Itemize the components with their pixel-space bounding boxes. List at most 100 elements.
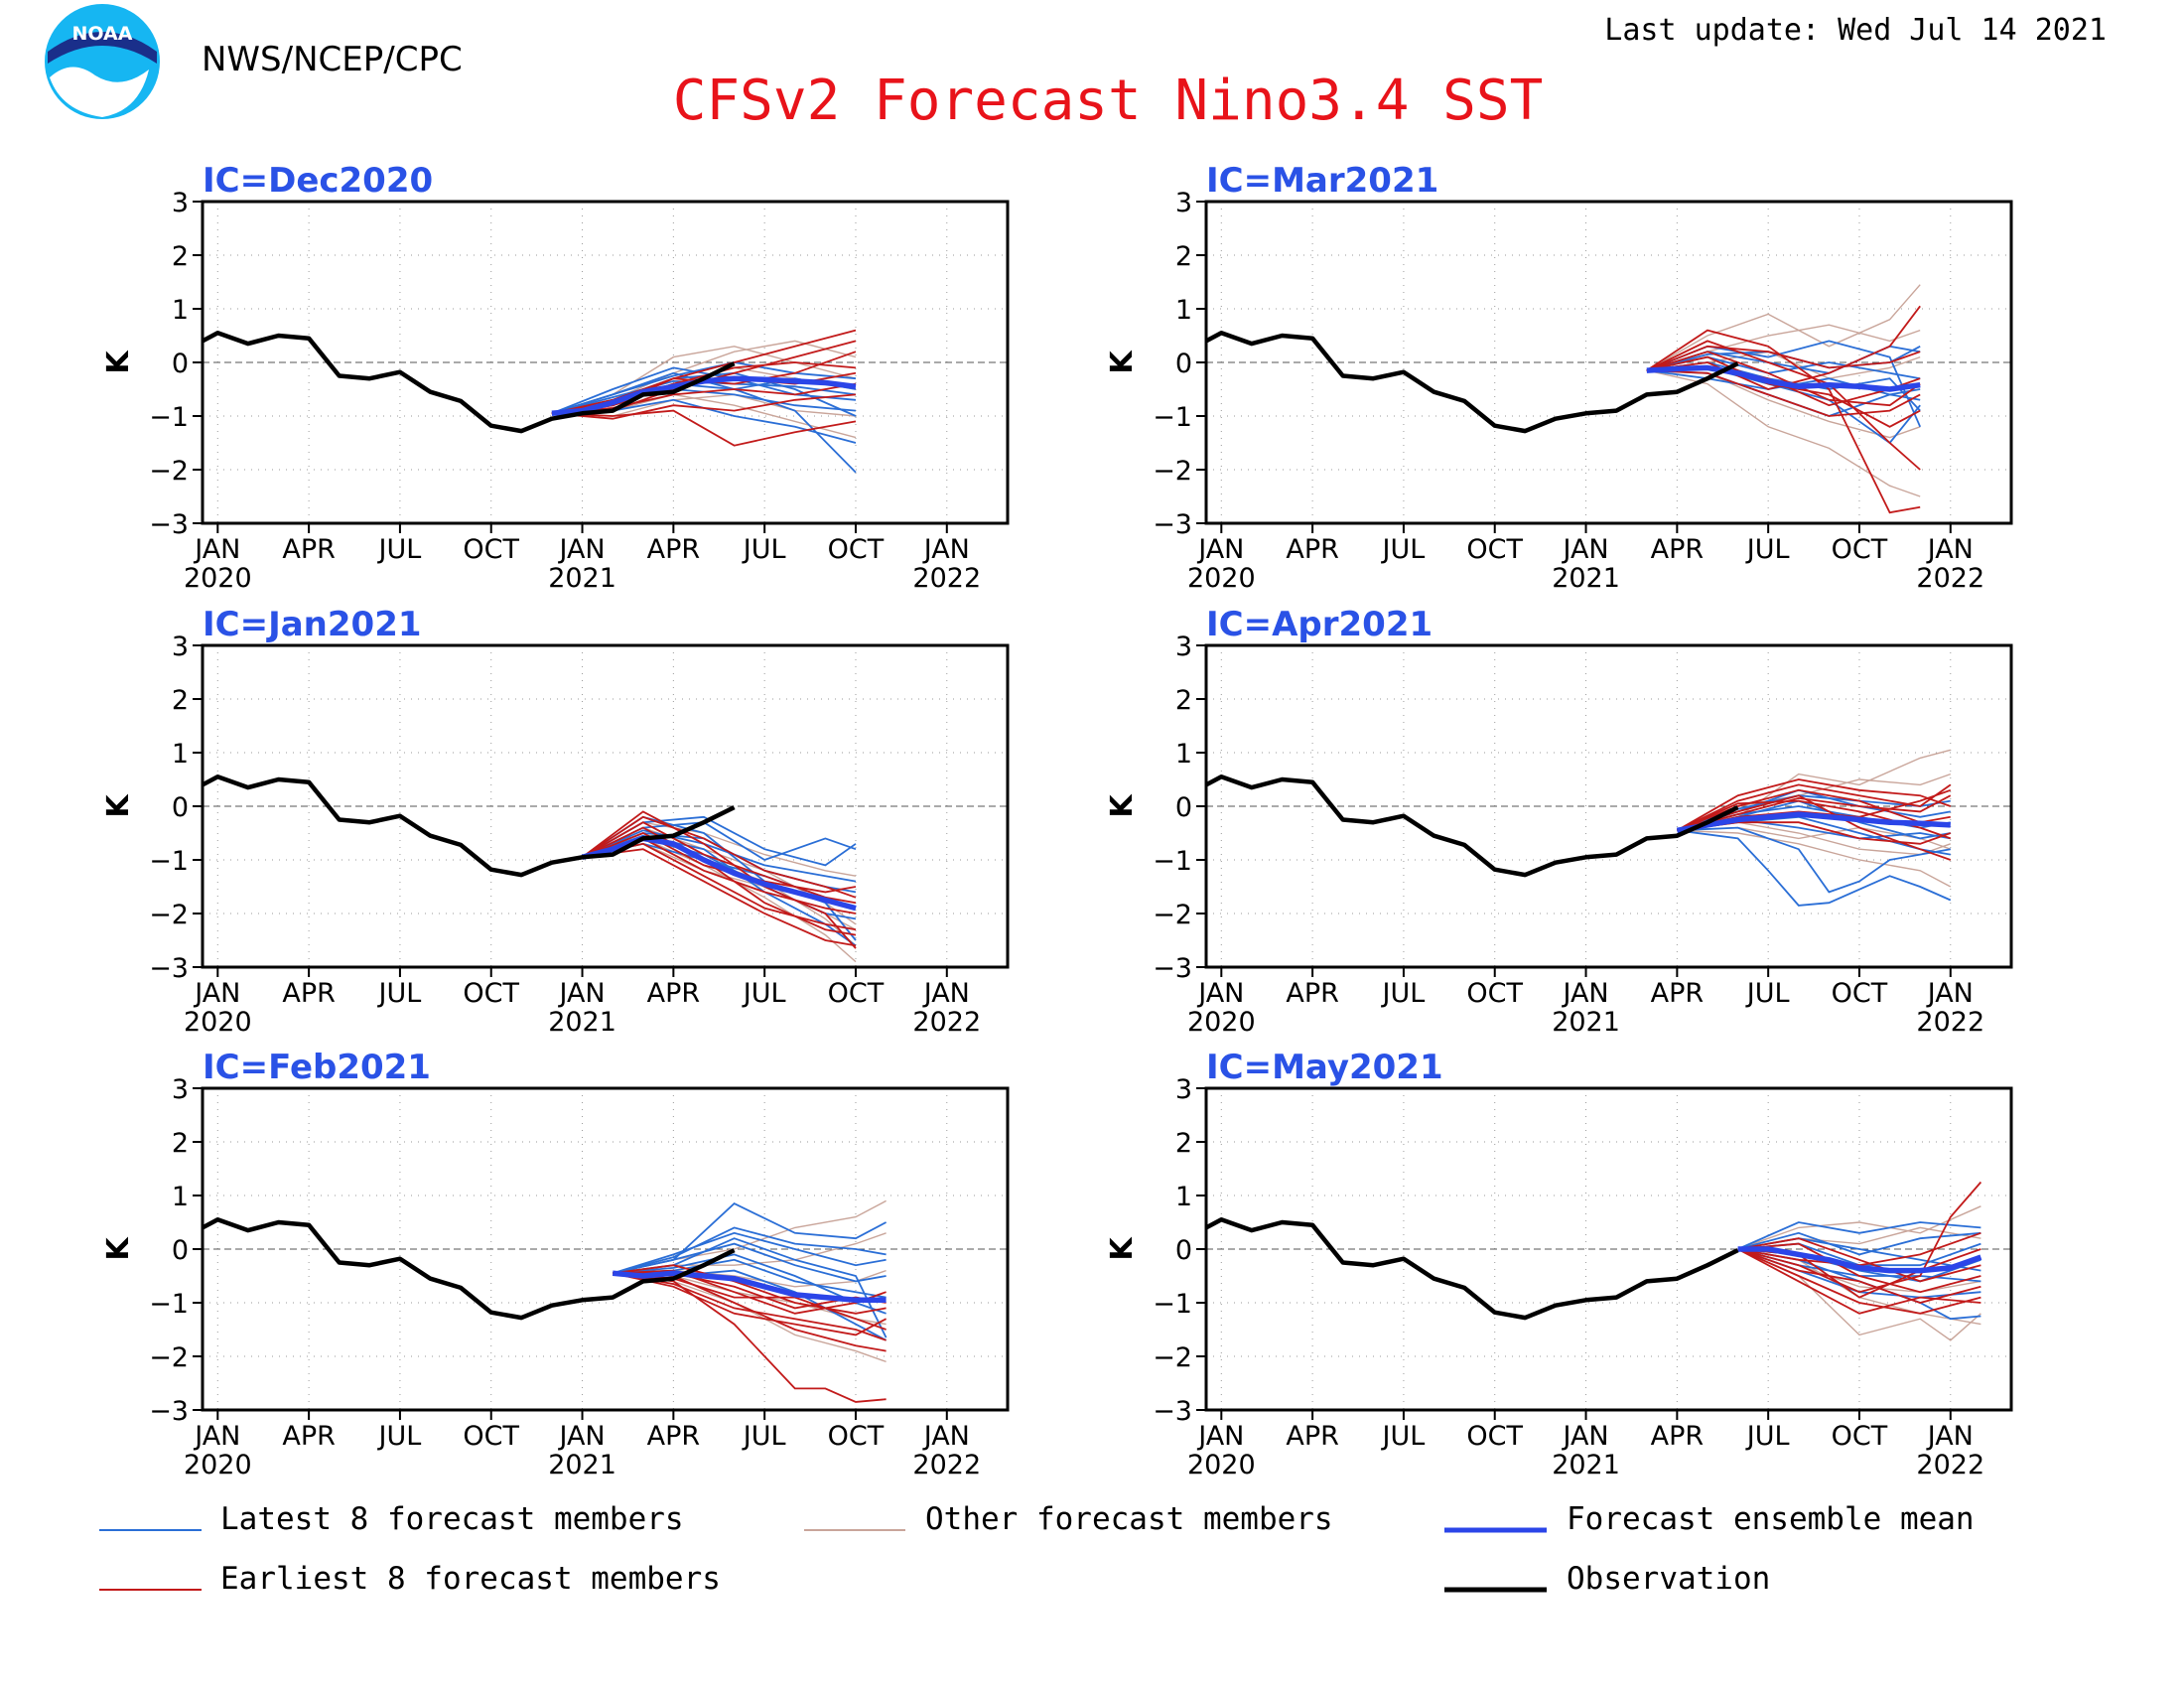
y-tick-label: −1 (149, 846, 189, 877)
x-tick-year-label: 2021 (1552, 1450, 1620, 1480)
observation-line (203, 774, 736, 878)
x-tick-label: JUL (377, 534, 422, 565)
earliest-member-line-5 (1676, 778, 1952, 832)
x-tick-label: OCT (1832, 978, 1888, 1009)
x-tick-year-label: 2021 (1552, 1007, 1620, 1038)
y-tick-label: 1 (172, 1182, 189, 1212)
plot-area (203, 774, 857, 963)
x-tick-label: OCT (1466, 534, 1523, 565)
x-tick-label: OCT (1832, 1421, 1888, 1452)
legend-latest: Latest 8 forecast members (99, 1501, 684, 1537)
y-axis-label: K (1105, 793, 1140, 818)
y-tick-label: 2 (1175, 685, 1192, 716)
x-tick-label: APR (1651, 978, 1705, 1009)
earliest-member-line-7 (1677, 799, 1952, 840)
y-axis-label: K (101, 350, 136, 374)
x-tick-label: APR (1651, 534, 1705, 565)
y-tick-label: 3 (172, 632, 189, 662)
earliest-member-line-2 (1646, 340, 1921, 471)
x-tick-label: JAN (557, 534, 605, 565)
earliest-member-line-7 (582, 842, 857, 931)
ensemble-mean-line (1737, 1246, 1982, 1274)
earliest-member-line-8 (582, 815, 857, 899)
x-tick-label: JUL (1745, 978, 1790, 1009)
observation-line (203, 331, 736, 434)
legend-other: Other forecast members (804, 1501, 1333, 1537)
x-tick-year-label: 2020 (1187, 563, 1256, 594)
x-tick-label: JUL (1745, 1421, 1790, 1452)
x-tick-label: JAN (1926, 1421, 1974, 1452)
x-tick-label: JAN (193, 534, 240, 565)
observation-line (1206, 1217, 1739, 1321)
x-tick-label: JUL (377, 978, 422, 1009)
legend-observation: Observation (1444, 1561, 1770, 1597)
y-tick-label: 3 (1175, 1074, 1192, 1105)
y-axis-label: K (101, 793, 136, 818)
legend-latest-label: Latest 8 forecast members (220, 1501, 684, 1537)
x-tick-label: JAN (922, 978, 970, 1009)
other-member-line-4 (582, 843, 857, 930)
x-tick-label: JAN (922, 534, 970, 565)
y-tick-label: 0 (1175, 792, 1192, 823)
ensemble-mean-line (1646, 364, 1921, 392)
y-tick-label: −3 (149, 509, 189, 540)
y-tick-label: 0 (1175, 1235, 1192, 1266)
x-tick-year-label: 2022 (912, 1007, 981, 1038)
earliest-member-line-1 (1646, 329, 1921, 514)
y-tick-label: −1 (149, 1289, 189, 1320)
noaa-logo: NOAA (45, 4, 160, 119)
x-tick-label: APR (1286, 1421, 1339, 1452)
x-tick-year-label: 2020 (1187, 1450, 1256, 1480)
legend: Latest 8 forecast members Other forecast… (99, 1501, 1975, 1597)
latest-member-line-4 (551, 366, 857, 415)
ensemble-mean-line (612, 1270, 887, 1304)
x-tick-label: OCT (1832, 534, 1888, 565)
y-tick-label: 2 (1175, 1128, 1192, 1159)
earliest-member-line-8 (613, 1272, 887, 1341)
latest-member-line-2 (613, 1237, 887, 1338)
x-tick-year-label: 2021 (548, 563, 616, 594)
plot-area (1206, 1181, 1982, 1341)
y-tick-label: 1 (1175, 1182, 1192, 1212)
y-tick-label: −2 (1153, 900, 1192, 930)
x-tick-year-label: 2022 (1916, 1007, 1984, 1038)
x-tick-label: OCT (1466, 978, 1523, 1009)
y-tick-label: −2 (1153, 456, 1192, 487)
latest-member-line-1 (1737, 1221, 1981, 1250)
y-tick-label: −2 (149, 1342, 189, 1373)
legend-mean-label: Forecast ensemble mean (1567, 1501, 1975, 1537)
x-tick-label: JAN (557, 1421, 605, 1452)
legend-earliest: Earliest 8 forecast members (99, 1561, 721, 1597)
ensemble-mean-line (551, 375, 857, 417)
legend-mean: Forecast ensemble mean (1444, 1501, 1975, 1537)
y-tick-label: −1 (149, 402, 189, 433)
noaa-logo-text: NOAA (72, 23, 133, 45)
y-tick-label: 3 (172, 188, 189, 218)
x-tick-label: JAN (922, 1421, 970, 1452)
earliest-member-line-3 (551, 409, 857, 447)
x-tick-label: APR (647, 534, 701, 565)
y-tick-label: −3 (1153, 953, 1192, 984)
y-tick-label: −2 (149, 900, 189, 930)
earliest-member-line-1 (1677, 783, 1952, 832)
y-tick-label: 2 (172, 1128, 189, 1159)
y-tick-label: 0 (172, 349, 189, 379)
x-tick-label: JAN (557, 978, 605, 1009)
x-tick-label: APR (647, 978, 701, 1009)
latest-member-line-8 (612, 1226, 887, 1275)
x-tick-label: JAN (1926, 534, 1974, 565)
earliest-member-line-2 (1737, 1248, 1981, 1315)
x-tick-label: JUL (1381, 1421, 1426, 1452)
x-tick-label: OCT (463, 1421, 519, 1452)
panel-title: IC=Jan2021 (203, 605, 422, 644)
earliest-member-line-6 (1737, 1237, 1981, 1283)
earliest-member-line-5 (551, 382, 857, 415)
y-tick-label: 3 (1175, 632, 1192, 662)
panel-title: IC=Feb2021 (203, 1048, 431, 1087)
org-label: NWS/NCEP/CPC (202, 40, 463, 79)
earliest-member-line-5 (1646, 369, 1921, 417)
